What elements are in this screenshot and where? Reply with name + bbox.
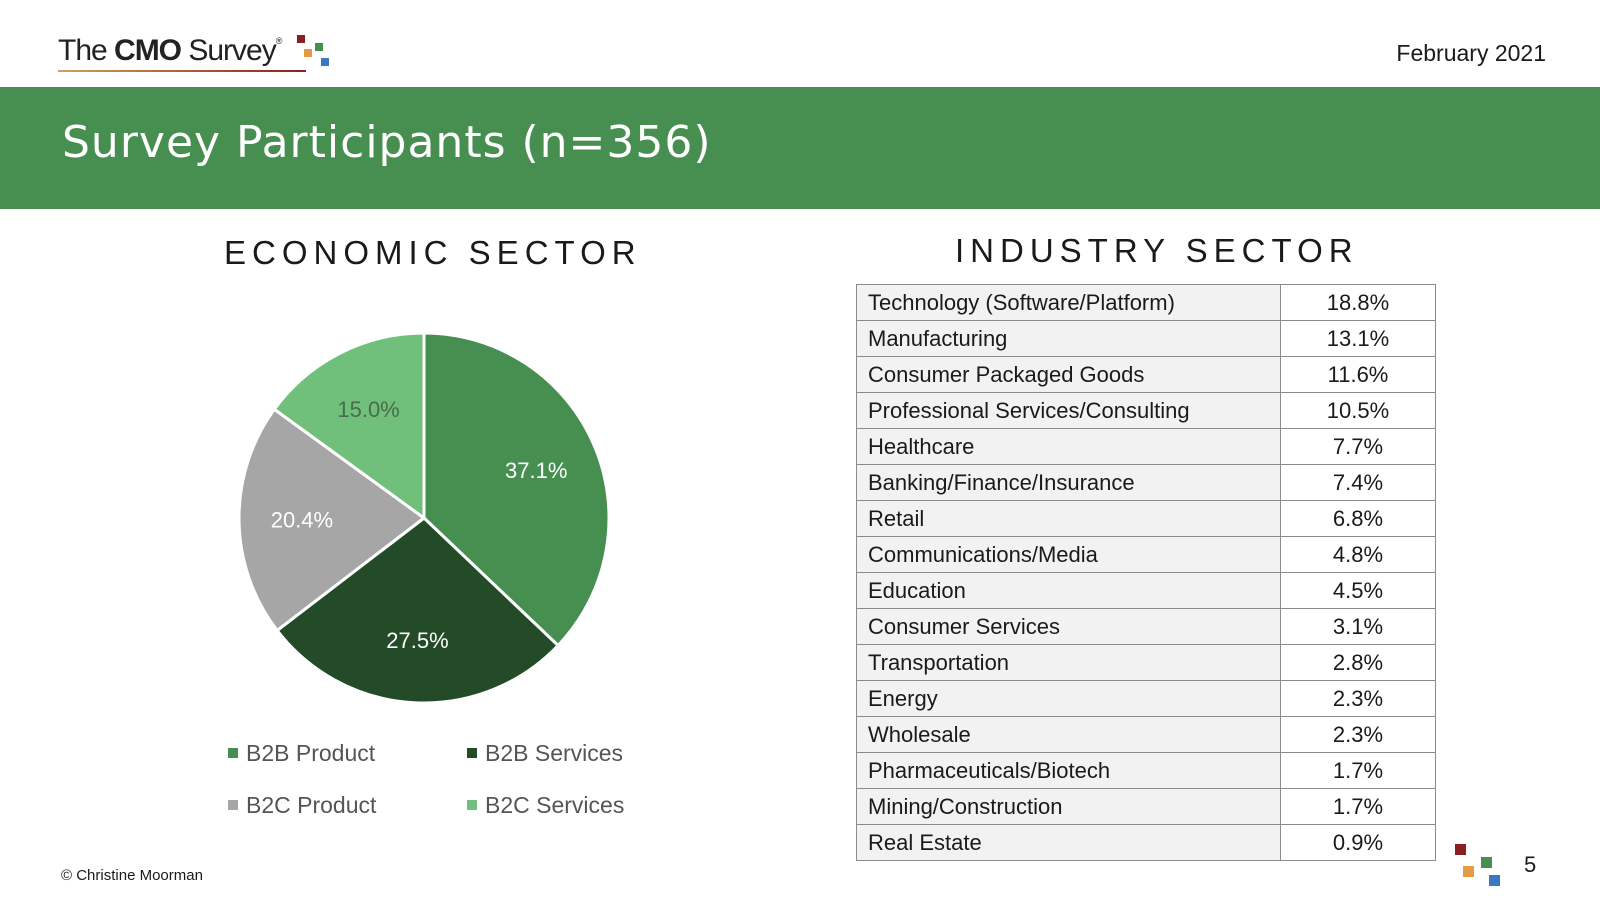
industry-name-cell: Manufacturing [856,320,1281,357]
copyright-notice: © Christine Moorman [61,867,203,884]
industry-sector-table: Technology (Software/Platform) 18.8% Manuf… [856,284,1436,861]
industry-percent-cell: 11.6% [1280,356,1436,393]
legend-item-b2b-services: B2B Services [467,740,623,767]
pie-data-label: 15.0% [337,397,399,422]
industry-name-cell: Healthcare [856,428,1281,465]
title-banner: Survey Participants (n=356) [0,87,1600,209]
footer-square-green [1481,857,1492,868]
table-row: Consumer Packaged Goods 11.6% [856,356,1436,393]
industry-percent-cell: 2.3% [1280,716,1436,753]
industry-percent-cell: 4.5% [1280,572,1436,609]
pie-data-label: 27.5% [386,628,448,653]
industry-name-cell: Real Estate [856,824,1281,861]
page-number: 5 [1524,852,1537,877]
table-row: Manufacturing 13.1% [856,320,1436,357]
table-row: Consumer Services 3.1% [856,608,1436,645]
page-title: Survey Participants (n=356) [62,117,712,168]
pie-slice-b2b-product [422,331,611,648]
legend-swatch [228,747,238,758]
legend-swatch [467,799,477,810]
pie-data-label: 37.1% [505,458,567,483]
cmo-survey-logo: The CMO Survey® [58,30,348,74]
legend-label: B2B Product [246,740,376,766]
industry-percent-cell: 2.8% [1280,644,1436,681]
table-row: Education 4.5% [856,572,1436,609]
table-row: Healthcare 7.7% [856,428,1436,465]
logo-square-green [315,43,323,51]
pie-slice-b2c-services [272,331,426,521]
footer-square-red [1455,844,1466,855]
table-row: Retail 6.8% [856,500,1436,537]
industry-name-cell: Energy [856,680,1281,717]
pie-slice-b2c-product [237,407,427,633]
logo-square-red [297,35,305,43]
legend-item-b2c-product: B2C Product [228,792,376,819]
table-row: Real Estate 0.9% [856,824,1436,861]
legend-item-b2c-services: B2C Services [467,792,624,819]
table-row: Transportation 2.8% [856,644,1436,681]
industry-percent-cell: 2.3% [1280,680,1436,717]
legend-swatch [228,799,238,810]
industry-sector-title: INDUSTRY SECTOR [955,232,1359,269]
industry-percent-cell: 1.7% [1280,752,1436,789]
legend-item-b2b-product: B2B Product [228,740,375,767]
industry-percent-cell: 1.7% [1280,788,1436,825]
industry-percent-cell: 13.1% [1280,320,1436,357]
industry-name-cell: Communications/Media [856,536,1281,573]
footer-square-blue [1489,875,1500,886]
table-row: Wholesale 2.3% [856,716,1436,753]
industry-name-cell: Professional Services/Consulting [856,392,1281,429]
economic-sector-title: ECONOMIC SECTOR [224,234,642,271]
industry-name-cell: Consumer Services [856,608,1281,645]
industry-percent-cell: 6.8% [1280,500,1436,537]
industry-percent-cell: 4.8% [1280,536,1436,573]
industry-name-cell: Banking/Finance/Insurance [856,464,1281,501]
industry-percent-cell: 0.9% [1280,824,1436,861]
logo-square-orange [304,49,312,57]
table-row: Pharmaceuticals/Biotech 1.7% [856,752,1436,789]
legend-label: B2B Services [485,740,624,766]
report-date: February 2021 [1396,40,1546,66]
industry-name-cell: Consumer Packaged Goods [856,356,1281,393]
logo-square-blue [321,58,329,66]
industry-name-cell: Mining/Construction [856,788,1281,825]
industry-name-cell: Pharmaceuticals/Biotech [856,752,1281,789]
industry-percent-cell: 7.4% [1280,464,1436,501]
table-row: Professional Services/Consulting 10.5% [856,392,1436,429]
industry-percent-cell: 3.1% [1280,608,1436,645]
footer-logo-squares [1455,844,1500,886]
table-row: Mining/Construction 1.7% [856,788,1436,825]
logo-wordmark: The CMO Survey® [58,34,282,67]
pie-slice-b2b-services [275,516,561,705]
legend-label: B2C Product [246,792,377,818]
logo-underline [58,70,306,72]
table-row: Energy 2.3% [856,680,1436,717]
footer-square-orange [1463,866,1474,877]
table-row: Technology (Software/Platform) 18.8% [856,284,1436,321]
legend-label: B2C Services [485,792,625,818]
industry-percent-cell: 18.8% [1280,284,1436,321]
industry-name-cell: Wholesale [856,716,1281,753]
table-row: Banking/Finance/Insurance 7.4% [856,464,1436,501]
industry-name-cell: Technology (Software/Platform) [856,284,1281,321]
pie-data-label: 20.4% [271,508,333,533]
industry-percent-cell: 7.7% [1280,428,1436,465]
industry-name-cell: Retail [856,500,1281,537]
industry-name-cell: Transportation [856,644,1281,681]
industry-percent-cell: 10.5% [1280,392,1436,429]
legend-swatch [467,747,477,758]
table-row: Communications/Media 4.8% [856,536,1436,573]
industry-name-cell: Education [856,572,1281,609]
